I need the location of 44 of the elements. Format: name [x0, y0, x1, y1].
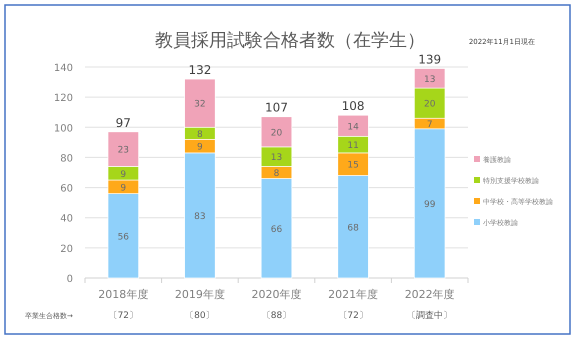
- data-label: 13: [270, 153, 282, 164]
- x-tick-label: 2022年度: [404, 288, 455, 301]
- data-label: 7: [426, 120, 433, 130]
- data-label: 8: [197, 130, 204, 140]
- y-tick-label: 20: [60, 244, 73, 255]
- data-label: 32: [194, 100, 206, 110]
- data-label: 14: [347, 122, 360, 132]
- total-label: 132: [188, 63, 212, 78]
- data-label: 9: [197, 142, 204, 153]
- data-label: 68: [347, 223, 360, 234]
- y-tick-label: 140: [54, 63, 73, 74]
- text: 〔調査中〕: [407, 310, 452, 321]
- data-label: 8: [274, 169, 280, 179]
- data-label: 11: [347, 141, 359, 152]
- total-label: 107: [265, 100, 288, 115]
- y-tick-label: 0: [66, 274, 73, 285]
- data-label: 83: [194, 212, 206, 222]
- text: 〔80〕: [185, 310, 215, 321]
- data-label: 9: [120, 170, 126, 180]
- text: 〔88〕: [262, 310, 292, 321]
- y-tick-label: 100: [54, 123, 73, 134]
- x-tick-label: 2019年度: [174, 288, 225, 301]
- x-tick-label: 2018年度: [98, 288, 148, 301]
- y-tick-label: 120: [54, 93, 73, 104]
- data-label: 9: [120, 183, 126, 194]
- chart-title: 教員採用試験合格者数（在学生）: [155, 30, 425, 51]
- data-label: 15: [347, 160, 359, 171]
- y-tick-label: 40: [60, 214, 73, 225]
- text: 〔72〕: [108, 310, 138, 321]
- data-label: 99: [424, 200, 436, 210]
- data-label: 66: [270, 224, 282, 235]
- data-label: 56: [118, 232, 130, 242]
- y-tick-label: 60: [60, 184, 73, 195]
- data-label: 13: [424, 74, 436, 85]
- text: 〔72〕: [338, 310, 368, 321]
- y-tick-label: 80: [60, 153, 73, 164]
- total-label: 108: [342, 99, 365, 114]
- data-label: 20: [424, 100, 436, 110]
- total-label: 139: [418, 52, 442, 67]
- x-tick-label: 2020年度: [252, 288, 302, 301]
- data-label: 20: [270, 128, 282, 138]
- data-label: 23: [118, 146, 130, 156]
- x-tick-label: 2021年度: [328, 288, 378, 301]
- total-label: 97: [116, 116, 131, 130]
